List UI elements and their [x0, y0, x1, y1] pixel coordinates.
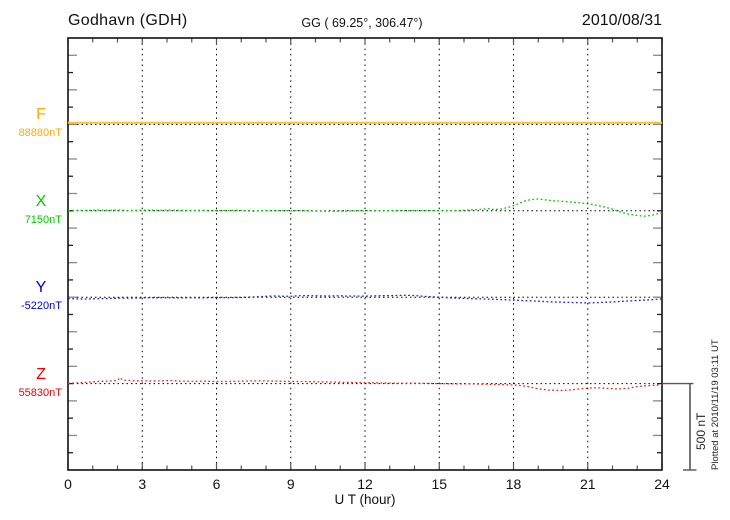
- component-baseline-value-F: 88880nT: [18, 127, 62, 140]
- x-tick-label-18: 18: [505, 476, 522, 492]
- x-axis-title: U T (hour): [334, 492, 396, 507]
- component-label-X: X: [35, 192, 47, 210]
- x-tick-label-0: 0: [64, 476, 72, 492]
- plot-frame: [67, 37, 663, 471]
- station-title: Godhavn (GDH): [68, 12, 188, 29]
- station-coordinates: GG ( 69.25°, 306.47°): [301, 16, 423, 30]
- x-tick-label-9: 9: [286, 476, 295, 492]
- plot-date: 2010/08/31: [581, 12, 662, 29]
- scale-bar-label: 500 nT: [694, 412, 708, 450]
- trace-Z: [67, 376, 663, 392]
- component-label-Z: Z: [36, 365, 46, 383]
- component-label-F: F: [36, 106, 46, 124]
- x-tick-label-15: 15: [431, 476, 448, 492]
- x-tick-label-3: 3: [138, 476, 147, 492]
- component-baseline-value-Z: 55830nT: [18, 386, 62, 399]
- component-label-Y: Y: [35, 279, 47, 297]
- x-tick-label-6: 6: [212, 476, 221, 492]
- component-baseline-value-Y: -5220nT: [21, 300, 62, 313]
- x-tick-label-24: 24: [654, 476, 670, 492]
- x-tick-label-21: 21: [579, 476, 596, 492]
- trace-X: [67, 198, 663, 217]
- component-baseline-value-X: 7150nT: [24, 213, 62, 226]
- plotted-at-note: Plotted at 2010/11/19 03:11 UT: [710, 339, 721, 470]
- x-tick-label-12: 12: [357, 476, 373, 492]
